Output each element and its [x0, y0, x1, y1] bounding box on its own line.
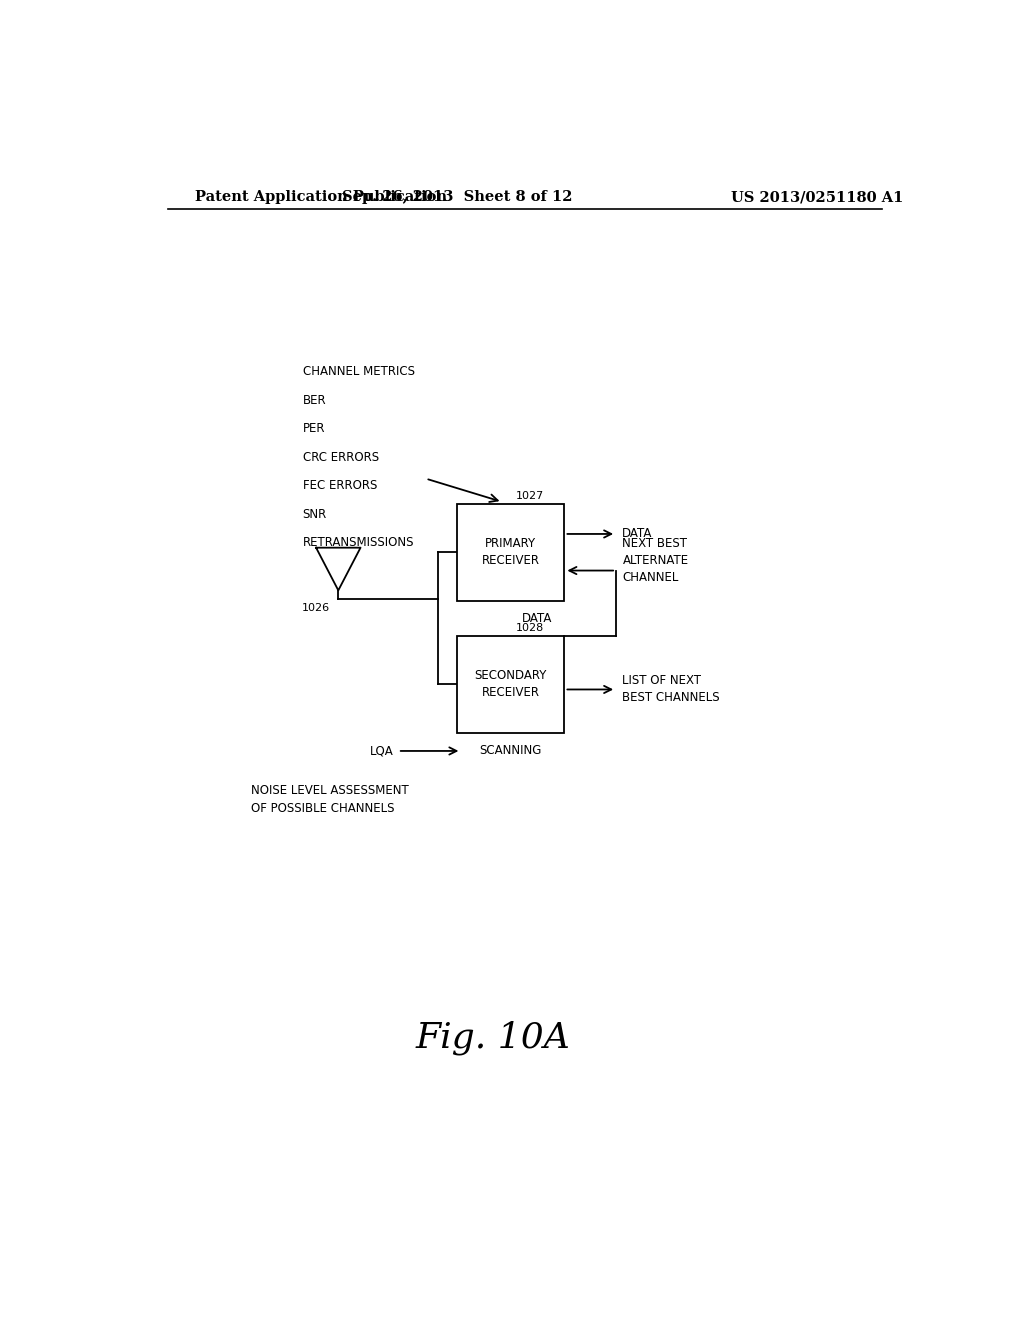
Text: US 2013/0251180 A1: US 2013/0251180 A1: [731, 190, 903, 205]
Text: FEC ERRORS: FEC ERRORS: [303, 479, 377, 492]
Text: CHANNEL METRICS: CHANNEL METRICS: [303, 366, 415, 379]
Text: BER: BER: [303, 393, 327, 407]
Text: 1027: 1027: [516, 491, 545, 500]
Text: Sep. 26, 2013  Sheet 8 of 12: Sep. 26, 2013 Sheet 8 of 12: [342, 190, 572, 205]
Text: LQA: LQA: [370, 744, 394, 758]
Text: DATA: DATA: [521, 612, 552, 626]
Text: DATA: DATA: [622, 528, 652, 540]
Text: NOISE LEVEL ASSESSMENT
OF POSSIBLE CHANNELS: NOISE LEVEL ASSESSMENT OF POSSIBLE CHANN…: [251, 784, 409, 816]
Text: SCANNING: SCANNING: [479, 744, 542, 758]
Text: RETRANSMISSIONS: RETRANSMISSIONS: [303, 536, 414, 549]
Text: CRC ERRORS: CRC ERRORS: [303, 450, 379, 463]
Text: 1028: 1028: [516, 623, 545, 634]
Text: SECONDARY
RECEIVER: SECONDARY RECEIVER: [475, 669, 547, 700]
Text: PER: PER: [303, 422, 325, 436]
Text: Fig. 10A: Fig. 10A: [416, 1020, 570, 1055]
Bar: [458, 504, 564, 601]
Text: Patent Application Publication: Patent Application Publication: [196, 190, 447, 205]
Text: 1026: 1026: [302, 602, 331, 612]
Bar: [458, 636, 564, 733]
Text: LIST OF NEXT
BEST CHANNELS: LIST OF NEXT BEST CHANNELS: [622, 675, 719, 705]
Text: PRIMARY
RECEIVER: PRIMARY RECEIVER: [482, 537, 540, 568]
Text: NEXT BEST
ALTERNATE
CHANNEL: NEXT BEST ALTERNATE CHANNEL: [623, 537, 688, 583]
Text: SNR: SNR: [303, 508, 327, 520]
